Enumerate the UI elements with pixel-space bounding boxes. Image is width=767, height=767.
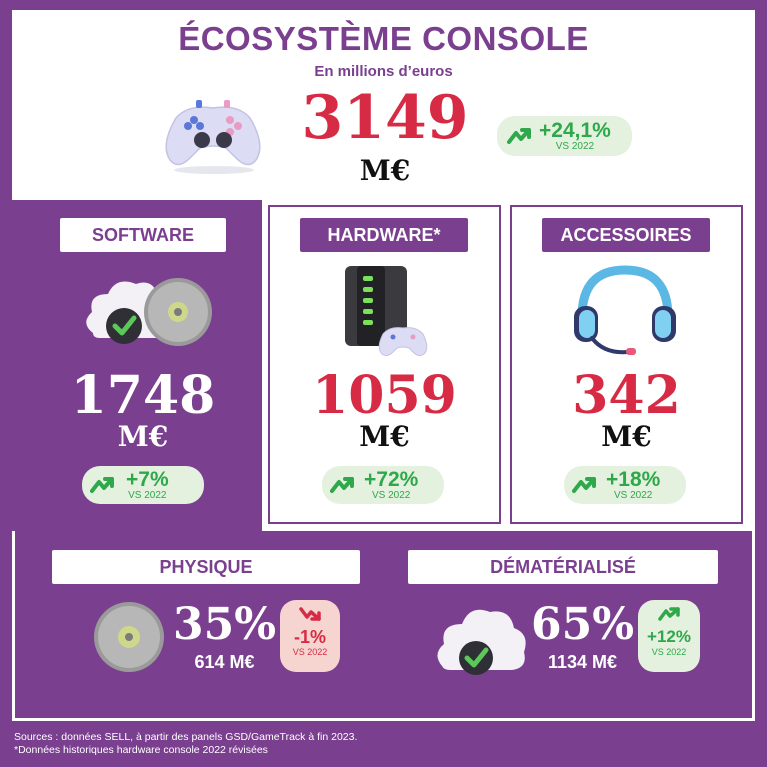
gamepad-icon <box>165 100 261 174</box>
software-unit: M€ <box>117 420 169 453</box>
physique-value: 614 M€ <box>194 652 255 672</box>
hardware-label: HARDWARE* <box>300 218 468 252</box>
accessoires-unit: M€ <box>601 420 652 453</box>
headset-icon <box>574 265 676 355</box>
accessoires-value: 342 <box>572 365 681 426</box>
accessoires-label: ACCESSOIRES <box>542 218 710 252</box>
dematerialise-share: 65% <box>530 599 635 650</box>
dematerialise-change-value: +12% <box>647 627 691 646</box>
physique-change-vs: VS 2022 <box>292 647 328 657</box>
footer-sources: Sources : données SELL, à partir des pan… <box>14 731 358 743</box>
physique-change-value: -1% <box>293 627 326 647</box>
software-change-value: +7% <box>126 467 169 491</box>
page-subtitle: En millions d’euros <box>314 63 453 80</box>
software-change-badge: +7% VS 2022 <box>82 466 204 504</box>
header-panel <box>12 10 755 200</box>
dematerialise-change-vs: VS 2022 <box>651 647 687 657</box>
accessoires-change-vs: VS 2022 <box>613 489 653 501</box>
trend-down-icon <box>299 607 321 621</box>
trend-up-icon <box>572 477 596 493</box>
total-change-value: +24,1% <box>539 118 611 142</box>
cloud-disc-icon <box>86 278 212 346</box>
physique-change-badge: -1% VS 2022 <box>280 600 340 672</box>
accessoires-change-badge: +18% VS 2022 <box>564 466 686 504</box>
bottom-frame <box>12 531 755 721</box>
page-title: ÉCOSYSTÈME CONSOLE <box>178 20 589 57</box>
trend-up-icon <box>507 128 531 144</box>
console-icon <box>345 266 428 357</box>
software-label: SOFTWARE <box>60 218 226 252</box>
physique-label: PHYSIQUE <box>52 550 360 584</box>
trend-up-icon <box>90 477 114 493</box>
hardware-change-badge: +72% VS 2022 <box>322 466 444 504</box>
footer-note: *Données historiques hardware console 20… <box>14 744 268 756</box>
dematerialise-label: DÉMATÉRIALISÉ <box>408 550 718 584</box>
trend-up-icon <box>330 477 354 493</box>
cloud-check-icon <box>437 609 526 675</box>
total-value: 3149 <box>301 83 469 153</box>
hardware-unit: M€ <box>359 420 410 453</box>
hardware-change-value: +72% <box>364 467 419 491</box>
physique-share: 35% <box>172 599 277 650</box>
hardware-value: 1059 <box>312 365 457 426</box>
disc-icon <box>94 602 164 672</box>
software-change-vs: VS 2022 <box>128 489 167 501</box>
trend-up-icon <box>658 607 680 621</box>
dematerialise-value: 1134 M€ <box>547 652 618 672</box>
total-unit: M€ <box>359 154 411 187</box>
hardware-change-vs: VS 2022 <box>371 489 411 501</box>
total-change-badge: +24,1% VS 2022 <box>497 116 632 156</box>
total-change-vs: VS 2022 <box>555 140 595 152</box>
accessoires-change-value: +18% <box>606 467 661 491</box>
software-value: 1748 <box>70 365 216 426</box>
accessoires-card <box>510 205 743 524</box>
dematerialise-change-badge: +12% VS 2022 <box>638 600 700 672</box>
